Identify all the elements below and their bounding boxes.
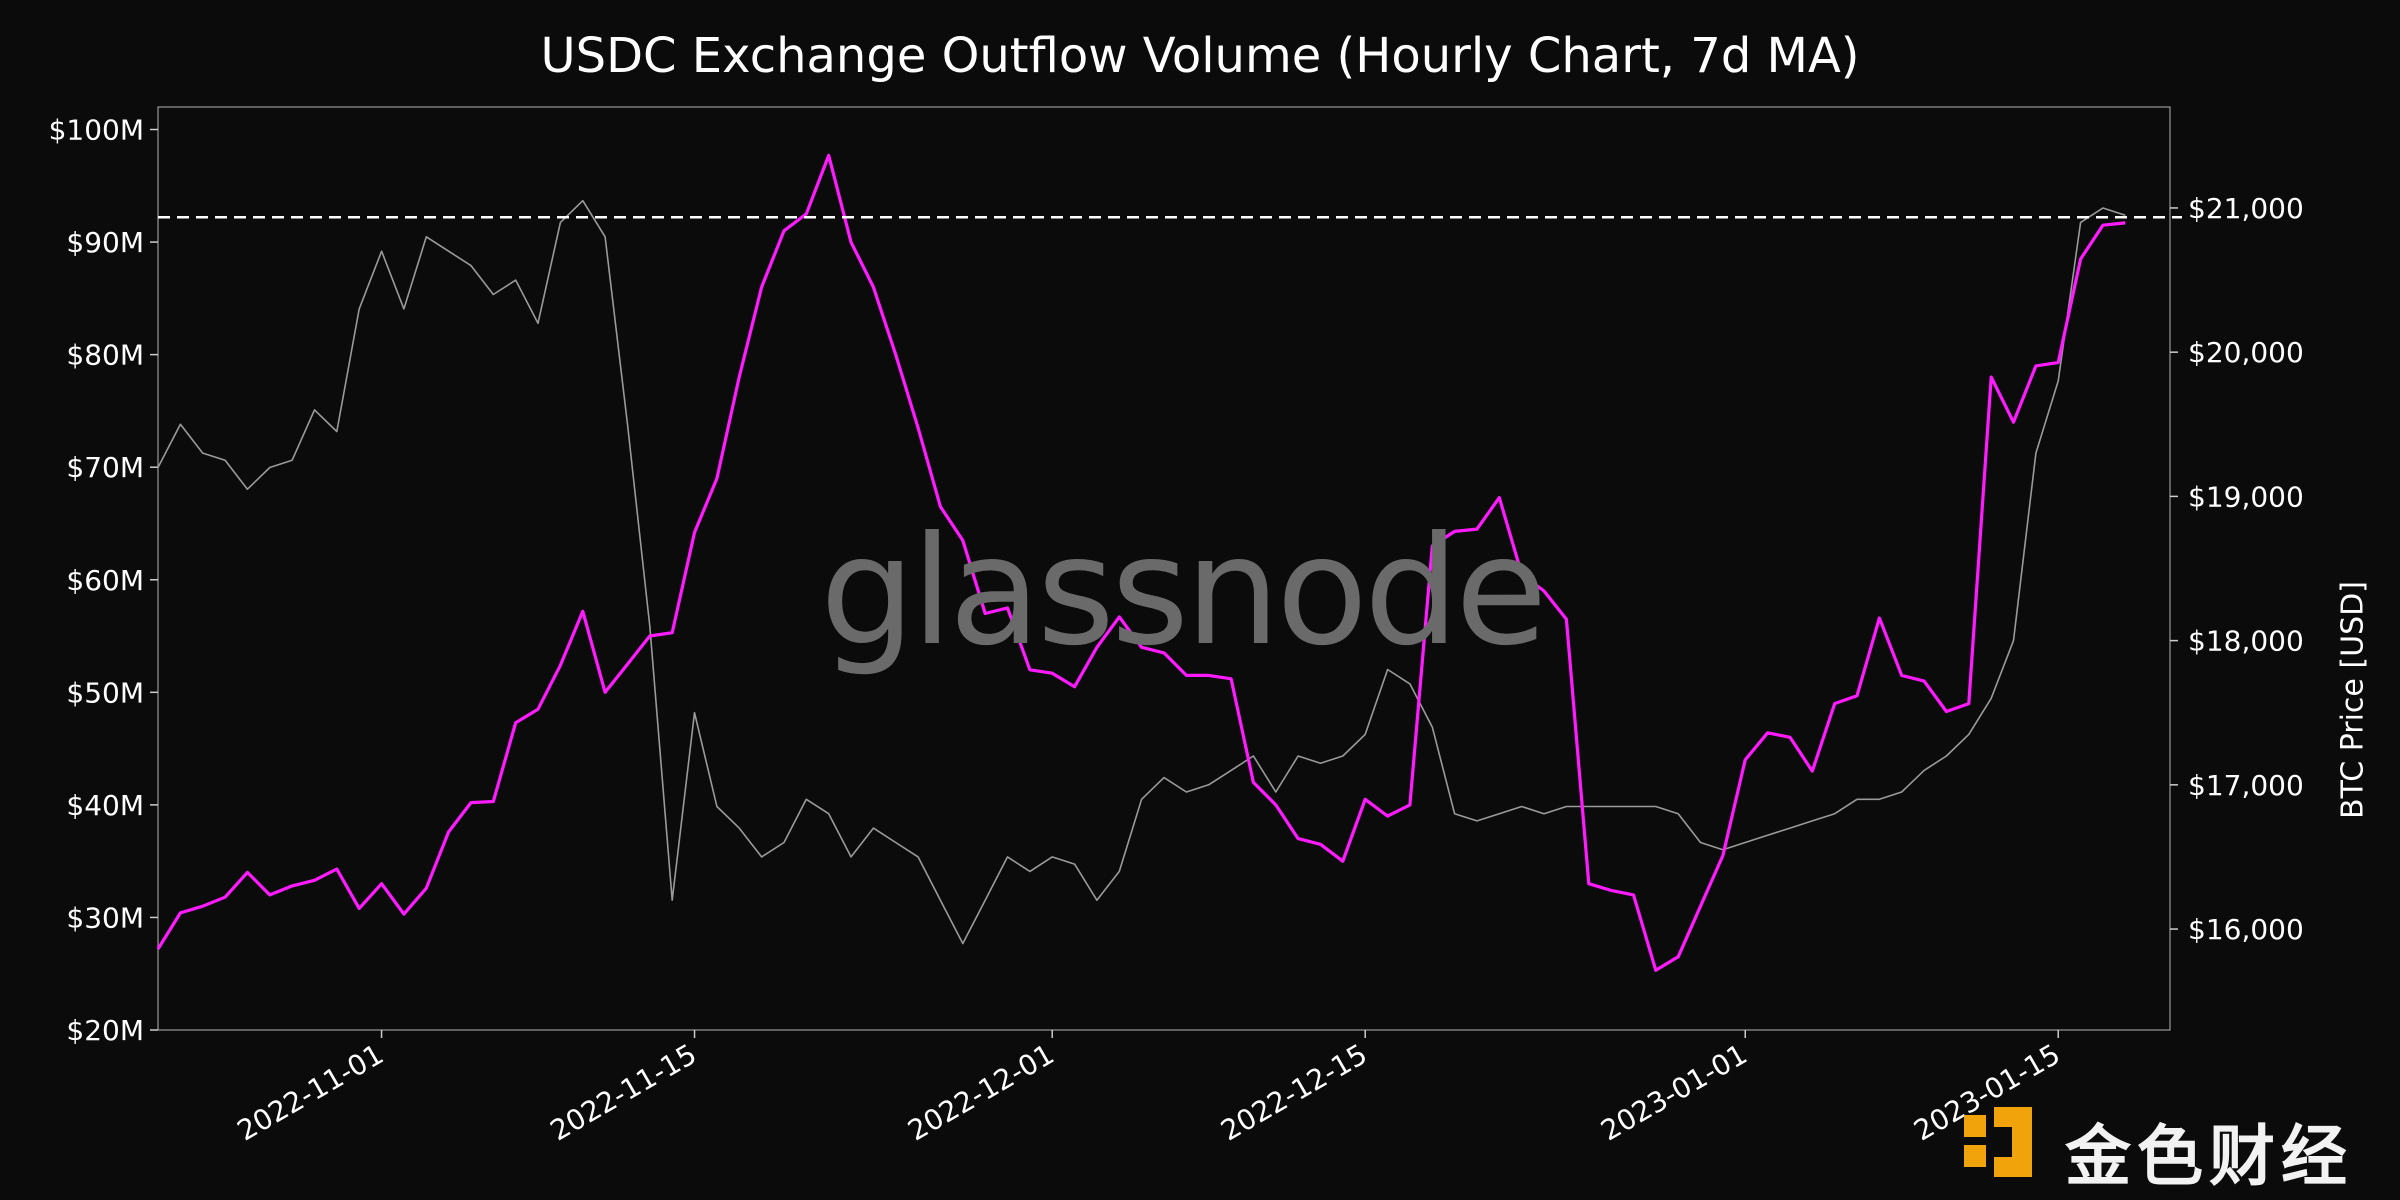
y-right-tick-label: $20,000 — [2188, 336, 2304, 369]
y-left-tick-label: $40M — [66, 789, 144, 822]
x-tick-label: 2022-12-15 — [1215, 1037, 1372, 1147]
y-left-tick-label: $90M — [66, 226, 144, 259]
y-left-tick-label: $60M — [66, 564, 144, 597]
x-tick-label: 2022-11-01 — [232, 1037, 389, 1147]
x-tick-label: 2022-11-15 — [545, 1037, 702, 1147]
x-tick-label: 2023-01-01 — [1595, 1037, 1752, 1147]
y-left-tick-label: $20M — [66, 1014, 144, 1047]
y-right-tick-label: $18,000 — [2188, 625, 2304, 658]
watermark: glassnode — [820, 505, 1547, 679]
y-right-tick-label: $16,000 — [2188, 913, 2304, 946]
chart-title: USDC Exchange Outflow Volume (Hourly Cha… — [540, 28, 1860, 84]
plot-frame — [157, 106, 2171, 1031]
y-right-tick-label: $19,000 — [2188, 480, 2304, 513]
y-right-tick-label: $21,000 — [2188, 192, 2304, 225]
x-tick-label: 2022-12-01 — [902, 1037, 1059, 1147]
brand-logo-icon — [1964, 1107, 2032, 1177]
btc-price-line — [157, 199, 2126, 945]
y-left-tick-label: $50M — [66, 676, 144, 709]
y-left-tick-label: $70M — [66, 451, 144, 484]
y-right-tick-label: $17,000 — [2188, 769, 2304, 802]
brand-logo — [1960, 1097, 2360, 1187]
usdc-outflow-line — [156, 153, 2126, 972]
y-left-tick-label: $100M — [49, 114, 144, 147]
brand-logo-text: 金色财经 — [2065, 1118, 2353, 1195]
y-axis-right-label: BTC Price [USD] — [2335, 581, 2371, 819]
y-left-tick-label: $30M — [66, 901, 144, 934]
y-left-tick-label: $80M — [66, 339, 144, 372]
